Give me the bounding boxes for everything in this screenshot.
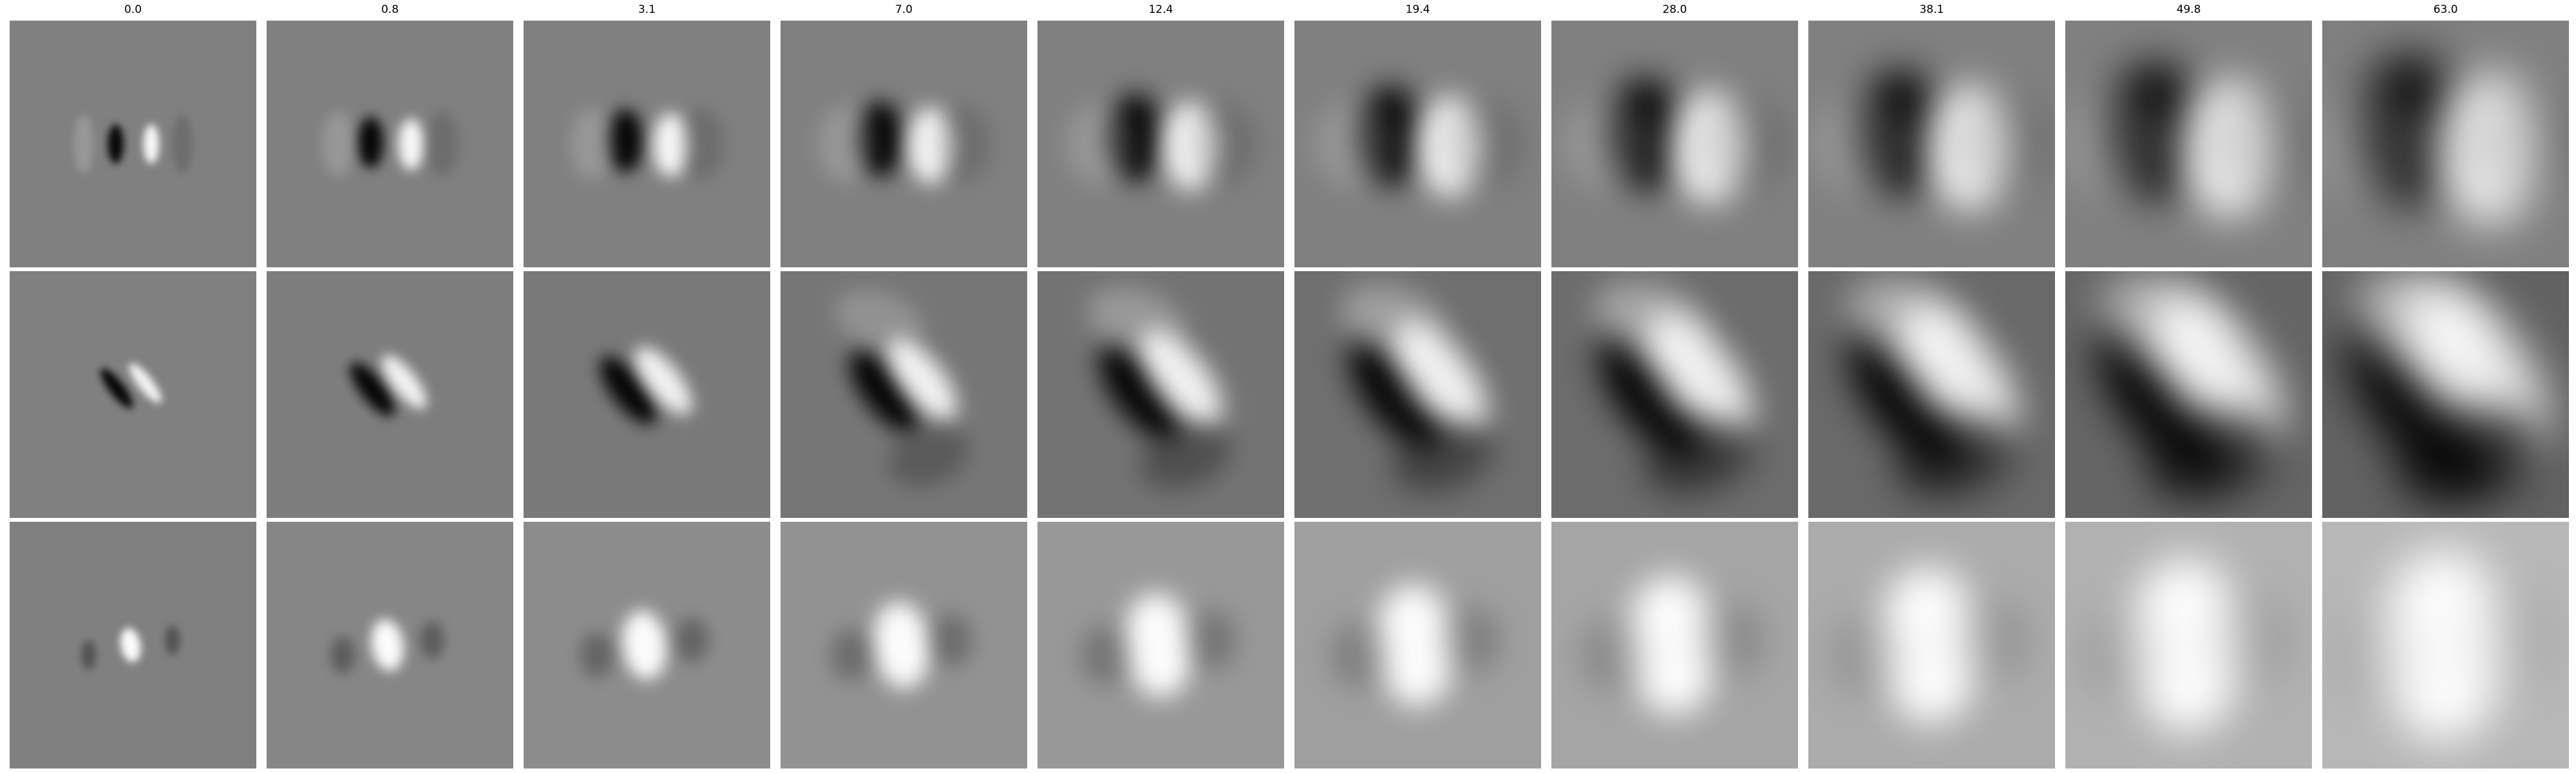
- column-title: 0.8: [381, 3, 399, 16]
- filter-image: [781, 271, 1027, 518]
- filter-image: [10, 271, 256, 518]
- filter-panel: [267, 522, 513, 768]
- filter-image: [2322, 21, 2569, 267]
- filter-panel: [10, 271, 256, 518]
- filter-image: [1294, 522, 1541, 768]
- filter-panel: [1808, 271, 2055, 518]
- column-title: 63.0: [2433, 3, 2458, 16]
- filter-image: [524, 271, 770, 518]
- column-title: 49.8: [2176, 3, 2201, 16]
- filter-panel: [2065, 522, 2312, 768]
- filter-panel: [1808, 522, 2055, 768]
- column-title: 38.1: [1919, 3, 1944, 16]
- filter-panel: [10, 21, 256, 267]
- filter-panel: [1551, 21, 1798, 267]
- filter-panel: [524, 522, 770, 768]
- column-title: 0.0: [124, 3, 142, 16]
- filter-image: [10, 522, 256, 768]
- filter-panel: [1037, 21, 1284, 267]
- filter-image: [1551, 522, 1798, 768]
- filter-panel: [1037, 271, 1284, 518]
- filter-image: [1808, 271, 2055, 518]
- filter-image: [1294, 21, 1541, 267]
- filter-image: [1037, 271, 1284, 518]
- filter-image: [267, 21, 513, 267]
- filter-image: [2322, 271, 2569, 518]
- filter-panel: [2322, 522, 2569, 768]
- filter-panel: [1294, 271, 1541, 518]
- filter-image: [1808, 522, 2055, 768]
- filter-panel: [524, 21, 770, 267]
- filter-panel: [2322, 21, 2569, 267]
- filter-panel: [1551, 522, 1798, 768]
- filter-panel: [524, 271, 770, 518]
- filter-image: [2065, 21, 2312, 267]
- filter-panel: [1808, 21, 2055, 267]
- filter-panel: [2065, 271, 2312, 518]
- filter-panel: [781, 522, 1027, 768]
- filter-image: [267, 522, 513, 768]
- filter-panel: [1294, 21, 1541, 267]
- column-title: 19.4: [1405, 3, 1430, 16]
- filter-image: [1551, 271, 1798, 518]
- filter-image: [10, 21, 256, 267]
- filter-panel: [267, 21, 513, 267]
- filter-image: [2065, 271, 2312, 518]
- column-title: 3.1: [638, 3, 656, 16]
- column-title: 7.0: [895, 3, 913, 16]
- filter-image: [1808, 21, 2055, 267]
- filter-panel: [1551, 271, 1798, 518]
- filter-image: [1551, 21, 1798, 267]
- column-title: 12.4: [1148, 3, 1173, 16]
- filter-image: [2065, 522, 2312, 768]
- filter-image: [1037, 21, 1284, 267]
- filter-image: [781, 21, 1027, 267]
- filter-panel: [1294, 522, 1541, 768]
- filter-image: [524, 21, 770, 267]
- filter-panel: [267, 271, 513, 518]
- filter-image: [524, 522, 770, 768]
- filter-panel: [1037, 522, 1284, 768]
- filter-panel: [781, 271, 1027, 518]
- filter-image: [781, 522, 1027, 768]
- filter-panel: [10, 522, 256, 768]
- filter-panel: [2065, 21, 2312, 267]
- filter-panel: [2322, 271, 2569, 518]
- filter-image: [1294, 271, 1541, 518]
- filter-image: [2322, 522, 2569, 768]
- filter-image: [267, 271, 513, 518]
- filter-image: [1037, 522, 1284, 768]
- filter-panel: [781, 21, 1027, 267]
- column-title: 28.0: [1662, 3, 1687, 16]
